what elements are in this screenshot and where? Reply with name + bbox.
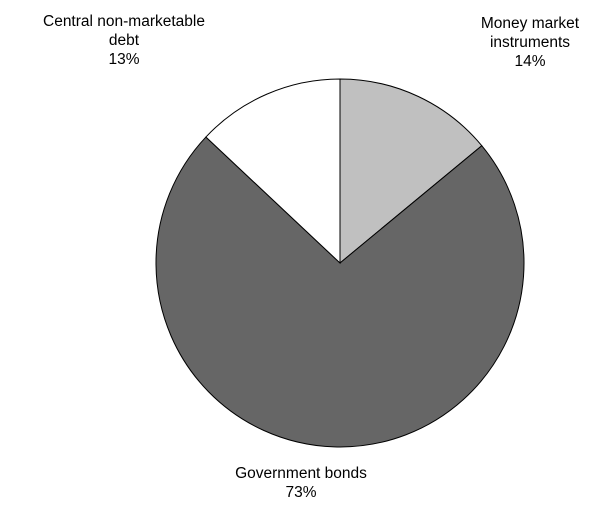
pie-labels: Money market instruments 14% Government bon…	[43, 13, 580, 501]
slice-category-label: instruments	[490, 34, 570, 51]
pie-slice-1	[155, 136, 525, 448]
slice-value-label: 14%	[514, 53, 545, 70]
slice-category-label: debt	[109, 32, 140, 49]
pie-slices	[155, 78, 525, 448]
pie-slice-2	[205, 78, 341, 265]
slice-category-label: Money market	[481, 15, 580, 32]
slice-category-label: Government bonds	[235, 465, 367, 482]
slice-value-label: 13%	[108, 51, 139, 68]
slice-category-label: Central non-marketable	[43, 13, 205, 30]
slice-value-label: 73%	[285, 484, 316, 501]
pie-slice-0	[339, 78, 483, 265]
